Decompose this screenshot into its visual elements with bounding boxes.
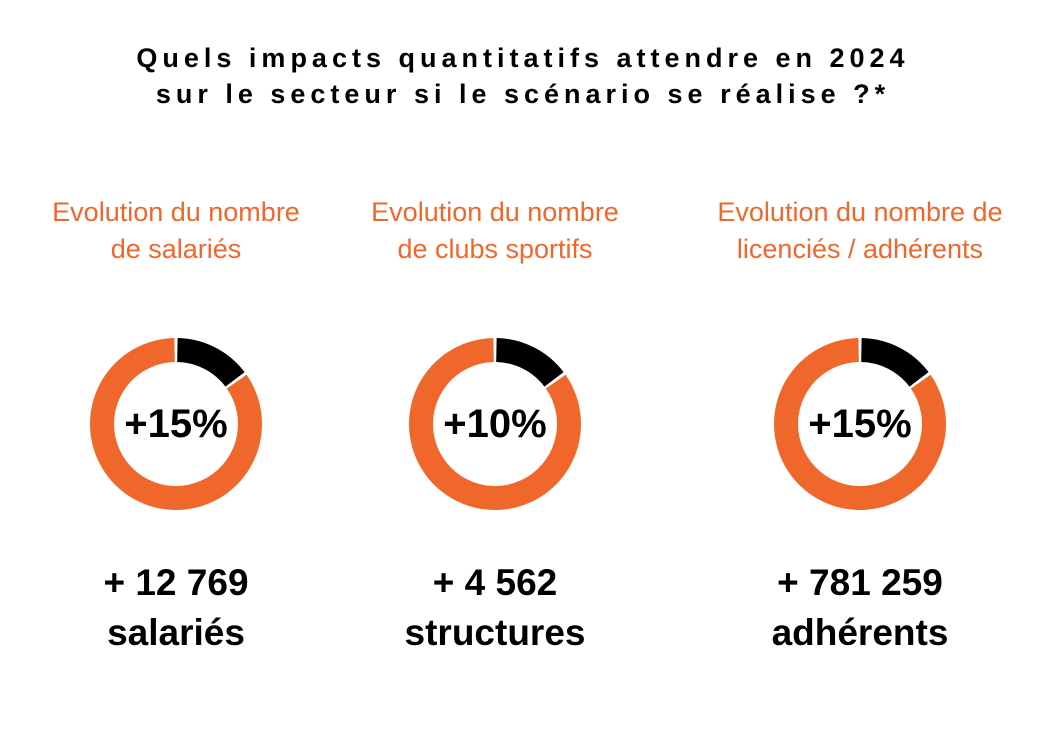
donut-center-label: +10% bbox=[443, 402, 547, 446]
donut-chart: +10% bbox=[405, 334, 585, 514]
chart-heading: Evolution du nombre de licenciés / adhér… bbox=[680, 194, 1040, 268]
page-title: Quels impacts quantitatifs attendre en 2… bbox=[0, 40, 1046, 112]
chart-result-value: + 781 259 bbox=[777, 562, 943, 603]
chart-column-salaries: Evolution du nombre de salariés +15% + 1… bbox=[0, 194, 356, 674]
chart-result-value: + 4 562 bbox=[432, 562, 558, 603]
donut-slice-highlight bbox=[177, 338, 245, 387]
donut-chart: +15% bbox=[770, 334, 950, 514]
chart-result-unit: salariés bbox=[107, 612, 245, 653]
page-title-line-2: sur le secteur si le scénario se réalise… bbox=[155, 79, 891, 109]
donut-svg bbox=[89, 338, 262, 511]
chart-heading-line-2: de salariés bbox=[110, 234, 242, 264]
chart-heading-line-1: Evolution du nombre bbox=[52, 197, 300, 227]
donut-svg bbox=[773, 338, 946, 511]
donut-center-label: +15% bbox=[124, 402, 228, 446]
chart-column-clubs: Evolution du nombre de clubs sportifs +1… bbox=[315, 194, 675, 674]
chart-heading: Evolution du nombre de salariés bbox=[0, 194, 356, 268]
chart-result: + 4 562 structures bbox=[315, 558, 675, 658]
donut-center-label: +15% bbox=[808, 402, 912, 446]
donut-svg bbox=[408, 338, 581, 511]
chart-heading-line-1: Evolution du nombre bbox=[371, 197, 619, 227]
chart-result: + 12 769 salariés bbox=[0, 558, 356, 658]
chart-heading: Evolution du nombre de clubs sportifs bbox=[315, 194, 675, 268]
chart-column-members: Evolution du nombre de licenciés / adhér… bbox=[680, 194, 1040, 674]
chart-result-unit: adhérents bbox=[771, 612, 949, 653]
donut-chart: +15% bbox=[86, 334, 266, 514]
chart-result-unit: structures bbox=[404, 612, 586, 653]
donut-slice-highlight bbox=[496, 338, 564, 387]
chart-result-value: + 12 769 bbox=[103, 562, 249, 603]
page-title-line-1: Quels impacts quantitatifs attendre en 2… bbox=[136, 43, 910, 73]
donut-slice-highlight bbox=[861, 338, 929, 387]
chart-heading-line-2: licenciés / adhérents bbox=[736, 234, 984, 264]
chart-heading-line-2: de clubs sportifs bbox=[397, 234, 593, 264]
chart-result: + 781 259 adhérents bbox=[680, 558, 1040, 658]
chart-heading-line-1: Evolution du nombre de bbox=[717, 197, 1003, 227]
